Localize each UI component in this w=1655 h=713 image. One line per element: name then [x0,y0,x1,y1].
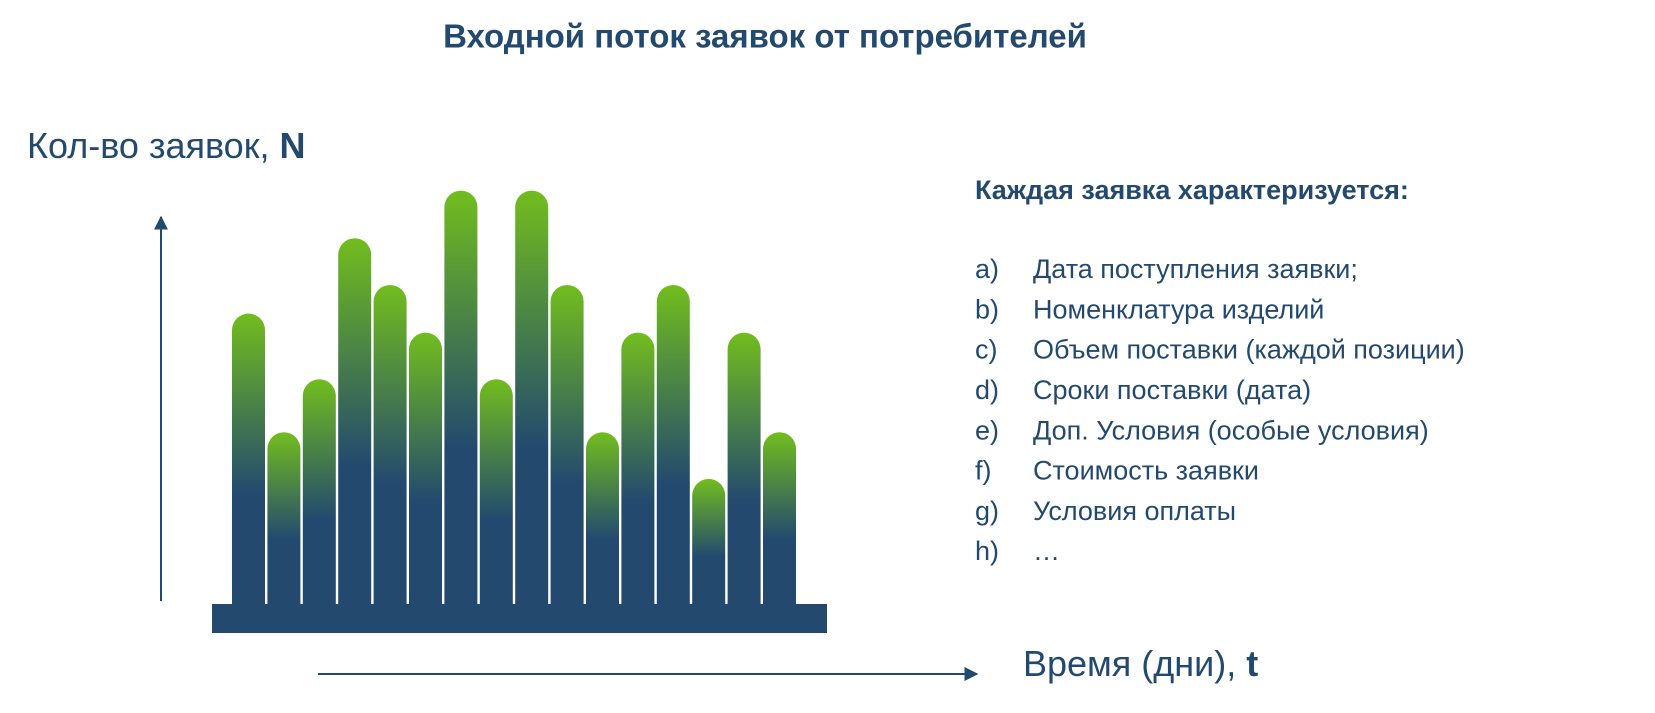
bar [302,379,336,604]
bar [692,478,726,604]
chart-title: Входной поток заявок от потребителей [443,18,1087,55]
base [212,604,827,633]
list-marker: h) [975,536,999,566]
x-axis-label: Время (дни), t [1023,643,1258,684]
bar [267,432,301,604]
x-symbol: t [1246,643,1258,684]
list-text: Стоимость заявки [1033,456,1259,486]
y-axis-label: Кол-во заявок, N [27,125,305,166]
list: a) Дата поступления заявки; b) Номенклатура… [975,254,1465,566]
bar [232,313,265,604]
y-symbol: N [279,125,305,166]
bar [727,332,761,604]
list-text: Объем поставки (каждой позиции) [1033,335,1465,365]
list-marker: g) [975,496,999,526]
bar [479,379,513,604]
panel-heading: Каждая заявка характеризуется: [975,175,1409,205]
bar [586,432,619,604]
bar [373,284,407,604]
list-marker: c) [975,335,998,365]
list-marker: f) [975,456,992,486]
bar [656,284,690,604]
list-marker: e) [975,415,999,445]
list-text: Сроки поставки (дата) [1033,375,1311,405]
bar [338,238,372,605]
bar [515,190,549,604]
bar [550,284,584,604]
bars [232,190,796,605]
list-marker: d) [975,375,999,405]
bar [763,432,796,604]
bar [444,190,478,604]
list-text: Дата поступления заявки; [1033,254,1358,284]
list-marker: b) [975,294,999,324]
bar [621,332,655,604]
bar [409,332,442,604]
y-label: Кол-во заявок, [27,125,269,166]
list-text: Номенклатура изделий [1033,294,1324,324]
list-text: Условия оплаты [1033,496,1236,526]
list-text: Доп. Условия (особые условия) [1033,415,1429,445]
list-text: … [1033,536,1060,566]
x-label: Время (дни), [1023,643,1236,684]
list-marker: a) [975,254,999,284]
